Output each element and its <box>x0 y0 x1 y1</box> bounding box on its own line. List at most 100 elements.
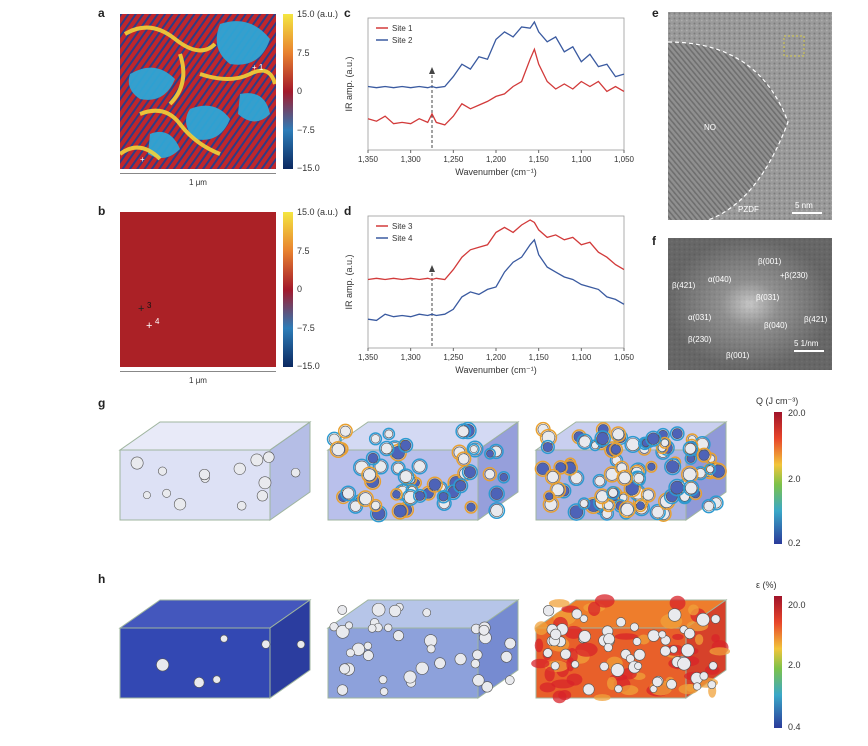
x-tick-label: 1,100 <box>571 155 592 164</box>
sphere <box>610 663 625 677</box>
sphere <box>578 435 591 448</box>
sphere-halo <box>397 468 415 485</box>
sphere <box>677 656 691 671</box>
sphere <box>647 629 660 642</box>
sphere <box>258 476 272 490</box>
sphere-halo <box>594 488 611 505</box>
sphere <box>380 442 393 455</box>
panel-b-cb-tick-4: −15.0 <box>297 361 320 371</box>
sphere <box>536 462 549 475</box>
legend-label: Site 2 <box>392 36 413 45</box>
sphere <box>545 492 554 501</box>
sphere-halo <box>378 440 395 457</box>
x-tick-label: 1,250 <box>443 155 464 164</box>
sphere <box>455 480 467 492</box>
box-side-face <box>477 421 519 521</box>
sphere <box>469 445 478 454</box>
panel-b-cb-tick-3: −7.5 <box>297 323 315 333</box>
sphere <box>670 480 684 495</box>
panel-a-cb-tick-2: 0 <box>297 86 303 96</box>
panel-a-map: + 1 + <box>120 14 276 169</box>
sphere <box>684 628 696 640</box>
sphere <box>599 661 609 672</box>
x-tick-label: 1,200 <box>486 353 507 362</box>
sphere <box>647 432 660 445</box>
panel-h-cb-tick-2: 0.4 <box>788 722 801 732</box>
panel-a-cb-tick-3: −7.5 <box>297 125 315 135</box>
x-tick-label: 1,150 <box>529 353 550 362</box>
x-tick-label: 1,350 <box>358 353 379 362</box>
panel-f-scale-label: 5 1/nm <box>794 339 819 348</box>
strain-hotspot <box>711 634 720 643</box>
sphere <box>703 500 714 512</box>
sphere-halo <box>357 490 374 508</box>
box-h-2 <box>326 599 520 699</box>
fft-spot-0: β(001) <box>758 257 782 266</box>
sphere <box>504 637 516 650</box>
sphere <box>158 466 167 476</box>
strain-hotspot <box>566 673 583 686</box>
sphere <box>345 621 353 630</box>
strain-hotspot <box>531 658 550 669</box>
sphere-halo <box>398 437 414 453</box>
sphere-halo <box>426 476 444 493</box>
sphere <box>550 628 562 640</box>
sphere <box>363 650 374 661</box>
peak-marker-arrow <box>429 67 435 74</box>
sphere <box>367 452 379 464</box>
sphere-halo <box>645 430 662 447</box>
sphere <box>212 675 221 684</box>
panel-b-cb-tick-2: 0 <box>297 284 303 294</box>
sphere <box>363 468 376 482</box>
series-line-c-0 <box>367 47 625 126</box>
sphere <box>651 505 664 519</box>
svg-text:+: + <box>140 155 145 164</box>
sphere <box>633 648 646 661</box>
panel-a-cb-tick-0: 15.0 (a.u.) <box>297 9 339 19</box>
sphere-halo <box>618 500 636 518</box>
sphere <box>591 441 599 450</box>
fft-spot-7: β(421) <box>804 315 828 324</box>
sphere <box>470 659 480 669</box>
sphere <box>346 648 355 658</box>
strain-hotspot <box>620 685 639 696</box>
box-h-3 <box>531 594 730 704</box>
sphere-halo <box>544 468 561 485</box>
sphere <box>667 608 682 622</box>
sphere <box>374 460 387 473</box>
sphere <box>156 658 170 672</box>
sphere-halo <box>453 478 469 494</box>
strain-hotspot <box>539 682 556 693</box>
sphere-halo <box>382 427 396 441</box>
sphere <box>707 680 717 690</box>
sphere <box>681 643 695 658</box>
sphere <box>393 630 404 642</box>
sphere-halo <box>594 430 611 447</box>
sphere <box>458 453 470 465</box>
sphere-halo <box>543 490 556 503</box>
svg-text:+ 1: + 1 <box>252 63 264 72</box>
fft-spot-4: β(031) <box>756 293 780 302</box>
sphere <box>379 687 389 696</box>
sphere <box>542 441 553 453</box>
sphere <box>486 449 494 458</box>
sphere <box>632 637 642 646</box>
sphere <box>614 684 623 694</box>
sphere <box>630 622 639 632</box>
box-g-2 <box>326 421 520 523</box>
strain-hotspot <box>614 633 638 640</box>
sphere <box>392 490 401 499</box>
sphere <box>636 501 645 511</box>
sphere-halo <box>640 487 656 503</box>
panel-e-label: e <box>652 6 659 20</box>
sphere-halo <box>467 443 480 456</box>
sphere <box>699 671 709 681</box>
sphere <box>130 456 144 470</box>
y-axis-label: IR amp. (a.u.) <box>344 56 354 111</box>
strain-hotspot <box>594 594 615 608</box>
sphere <box>634 662 643 670</box>
sphere <box>684 443 697 455</box>
sphere <box>683 467 697 482</box>
x-tick-label: 1,100 <box>571 353 592 362</box>
box-front-face <box>119 627 271 699</box>
